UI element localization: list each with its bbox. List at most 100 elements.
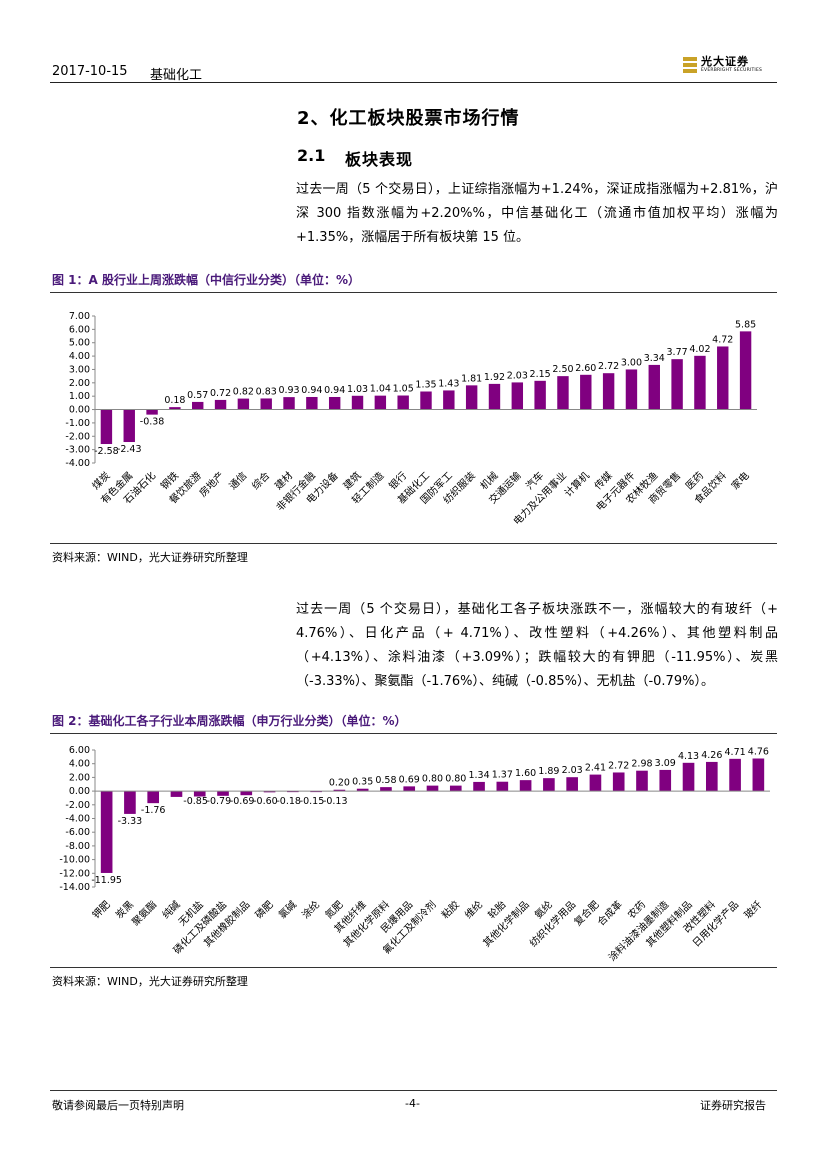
figure1-top-rule (50, 292, 777, 293)
chart2-bar (356, 788, 369, 792)
chart1-y-tick-label: -3.00 (65, 445, 90, 456)
chart2-category-label: 玻纤 (741, 898, 764, 921)
chart1-bar (625, 369, 638, 410)
chart2-bar (496, 781, 509, 792)
chart2-bar (449, 785, 462, 792)
chart2-bar (589, 774, 602, 792)
chart1-bar (169, 407, 181, 410)
chart2-category-label: 氯碱 (276, 898, 299, 921)
chart1-data-label: 4.02 (689, 344, 710, 355)
chart1-y-tick-label: 4.00 (69, 351, 90, 362)
paragraph-market-summary: 过去一周（5 个交易日），上证综指涨幅为+1.24%，深证成指涨幅为+2.81%… (296, 182, 778, 245)
chart1-bar (146, 409, 158, 415)
chart2-y-tick-label: 0.00 (69, 786, 90, 797)
chart1-data-label: -0.38 (140, 417, 165, 428)
chart2-data-label: 2.98 (631, 759, 652, 770)
chart2-bar (100, 791, 113, 873)
chart2-bar (543, 778, 555, 792)
header-sector: 基础化工 (150, 68, 203, 83)
chart1-data-label: 3.77 (667, 347, 688, 358)
chart2-category-label: 粘胶 (439, 898, 462, 921)
chart2-data-label: -0.69 (230, 796, 255, 807)
chart1-bar (602, 373, 615, 410)
chart1-bar (465, 385, 478, 410)
chart1-data-label: 1.04 (370, 384, 391, 395)
chart1-bar (397, 395, 409, 410)
chart1-data-label: 1.92 (484, 372, 505, 383)
chart1-data-label: -2.43 (117, 444, 142, 455)
chart2-data-label: 0.58 (375, 775, 396, 786)
chart2-data-label: 0.20 (329, 778, 350, 789)
chart1-y-tick-label: 7.00 (69, 311, 90, 322)
figure1-source: 资料来源：WIND，光大证券研究所整理 (52, 551, 248, 564)
chart1-bar (260, 398, 272, 410)
chart2-data-label: 0.69 (399, 774, 420, 785)
chart2-bar (682, 762, 695, 792)
chart2-y-tick-label: 4.00 (69, 759, 90, 770)
chart2-data-label: -11.95 (91, 875, 122, 886)
chart1-bar (306, 396, 318, 410)
chart2-data-label: 4.13 (678, 751, 699, 762)
chart1-data-label: 2.03 (507, 370, 528, 381)
paragraph-subsector-summary: 过去一周（5 个交易日），基础化工各子板块涨跌不一，涨幅较大的有玻纤（+ 4.7… (296, 602, 778, 689)
chart2-data-label: 1.89 (538, 766, 559, 777)
chart1-bar (214, 399, 227, 410)
chart2-data-label: 0.35 (352, 777, 373, 788)
footer-rule (50, 1090, 777, 1091)
chart1-bar (534, 380, 546, 410)
chart2-data-label: -0.60 (253, 796, 278, 807)
chart1-data-label: 0.72 (210, 388, 231, 399)
chart1-data-label: 1.03 (347, 384, 368, 395)
chart1-bar (351, 395, 364, 410)
chart2-data-label: 4.76 (748, 746, 769, 757)
chart1-category-label: 计算机 (562, 469, 592, 499)
chart2-y-tick-label: -14.00 (59, 882, 90, 893)
chart2-category-label: 聚氨酯 (129, 898, 159, 928)
chart1-data-label: 2.50 (552, 364, 573, 375)
chart2-bar (519, 780, 532, 792)
chart1-y-tick-label: 2.00 (69, 378, 90, 389)
header-date: 2017-10-15 (52, 64, 128, 79)
chart1-data-label: 5.85 (735, 319, 756, 330)
chart1-data-label: 2.15 (530, 369, 551, 380)
chart2-bar (426, 785, 439, 792)
chart2-data-label: -0.15 (300, 796, 325, 807)
chart2-bar (612, 772, 625, 792)
chart2-data-label: 4.26 (701, 750, 722, 761)
chart2-bar (124, 791, 136, 814)
chart2-data-label: -3.33 (118, 816, 143, 827)
chart2-bar (403, 786, 416, 792)
chart1-data-label: 1.43 (438, 378, 459, 389)
chart1-data-label: 0.83 (256, 386, 277, 397)
figure2-title: 图 2：基础化工各子行业本周涨跌幅（申万行业分类）（单位：%） (52, 714, 407, 728)
chart2-data-label: 2.41 (585, 763, 606, 774)
figure1-bottom-rule (50, 543, 777, 544)
chart2-data-label: 1.60 (515, 768, 536, 779)
chart2-category-label: 复合肥 (571, 898, 601, 928)
chart2-y-tick-label: 6.00 (69, 745, 90, 756)
chart1-data-label: 0.82 (233, 387, 254, 398)
chart1-category-label: 房地产 (196, 469, 226, 499)
footer-disclaimer: 敬请参阅最后一页特别声明 (52, 1099, 184, 1112)
chart1-bar (123, 409, 135, 443)
section-title: 2、化工板块股票市场行情 (297, 108, 520, 129)
subsection-title: 板块表现 (345, 150, 414, 169)
chart1-data-label: 2.60 (575, 363, 596, 374)
chart1-bar (192, 401, 204, 410)
chart1-bar (717, 346, 729, 410)
chart1-category-label: 通信 (227, 470, 250, 493)
chart2-bar (170, 791, 183, 797)
chart2-data-label: 0.80 (422, 774, 443, 785)
chart2-category-label: 磷肥 (252, 898, 275, 921)
chart2-data-label: 0.80 (445, 774, 466, 785)
chart1-bar (237, 398, 250, 410)
chart1-y-tick-label: 6.00 (69, 324, 90, 335)
chart1-data-label: 3.34 (644, 353, 665, 364)
chart1-y-tick-label: -2.00 (65, 431, 90, 442)
chart2-bar (333, 789, 346, 792)
chart2-data-label: -0.79 (207, 796, 232, 807)
chart2-data-label: -0.13 (323, 796, 348, 807)
figure2-source: 资料来源：WIND，光大证券研究所整理 (52, 975, 248, 988)
chart1-data-label: 2.72 (598, 361, 619, 372)
chart1-category-label: 综合 (249, 469, 272, 492)
